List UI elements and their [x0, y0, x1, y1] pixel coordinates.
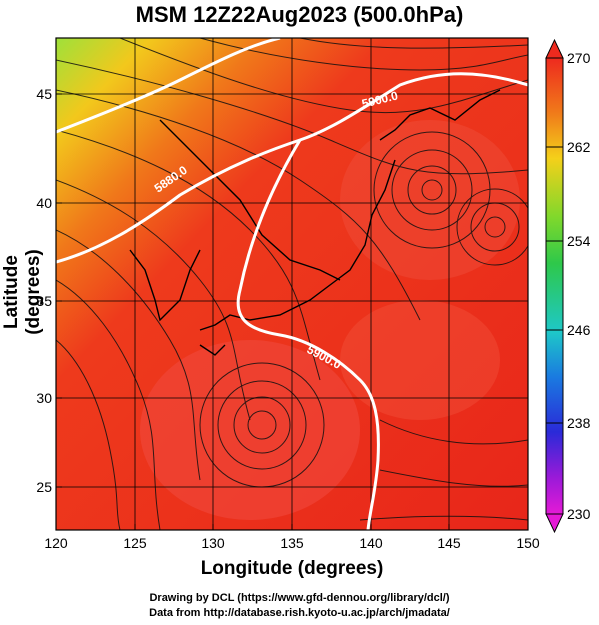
colorbar-tick-label: 246 [567, 322, 591, 338]
x-tick-label: 150 [516, 535, 540, 551]
height-contours [56, 38, 528, 530]
coastlines [129, 89, 501, 356]
x-tick-label: 120 [44, 535, 68, 551]
x-tick-label: 140 [359, 535, 383, 551]
credit-data: Data from http://database.rish.kyoto-u.a… [149, 607, 450, 619]
x-tick-label: 130 [201, 535, 225, 551]
credit-drawing: Drawing by DCL (https://www.gfd-dennou.o… [149, 592, 450, 604]
colorbar-tick-label: 254 [567, 233, 591, 249]
colorbar-tick-label: 270 [567, 50, 591, 66]
y-tick-label: 25 [36, 479, 52, 495]
y-tick-label: 30 [36, 390, 52, 406]
y-axis-label: Latitude (degrees) [1, 249, 44, 335]
page-title: MSM 12Z22Aug2023 (500.0hPa) [135, 2, 464, 27]
axis-ticks [55, 93, 529, 530]
wind-streamlines [56, 38, 528, 530]
x-tick-label: 125 [123, 535, 147, 551]
y-tick-label: 40 [36, 195, 52, 211]
x-axis-label: Longitude (degrees) [200, 558, 384, 579]
y-tick-label: 45 [36, 86, 52, 102]
colorbar-tick-label: 262 [567, 139, 591, 155]
x-tick-label: 135 [280, 535, 304, 551]
x-tick-label: 145 [437, 535, 461, 551]
colorbar [545, 38, 564, 534]
colorbar-tick-label: 238 [567, 415, 591, 431]
y-tick-label: 35 [36, 293, 52, 309]
graticule [56, 38, 528, 530]
colorbar-tick-label: 230 [567, 506, 591, 522]
